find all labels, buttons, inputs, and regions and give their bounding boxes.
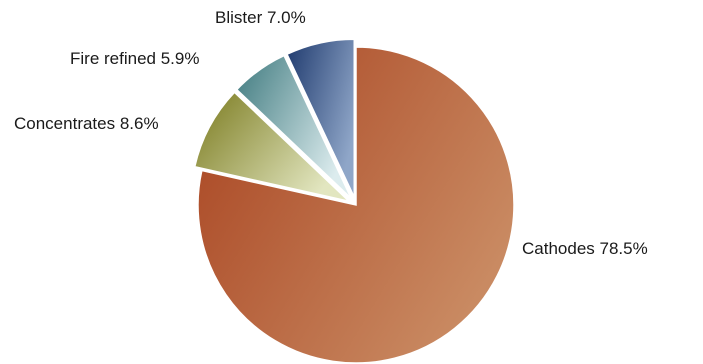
data-label-cathodes: Cathodes 78.5% xyxy=(522,239,648,258)
pie-slice-blister xyxy=(285,38,356,198)
data-label-concentrates: Concentrates 8.6% xyxy=(14,114,159,133)
pie-slice-concentrates xyxy=(193,91,352,203)
pie-slice-cathodes xyxy=(197,46,515,364)
data-label-fire-refined: Fire refined 5.9% xyxy=(70,49,199,68)
data-label-blister: Blister 7.0% xyxy=(215,8,306,27)
pie-slice-fire-refined xyxy=(235,54,352,200)
pie-slices xyxy=(193,38,515,364)
slice-labels: Cathodes 78.5% Concentrates 8.6% Fire refi… xyxy=(14,8,648,258)
